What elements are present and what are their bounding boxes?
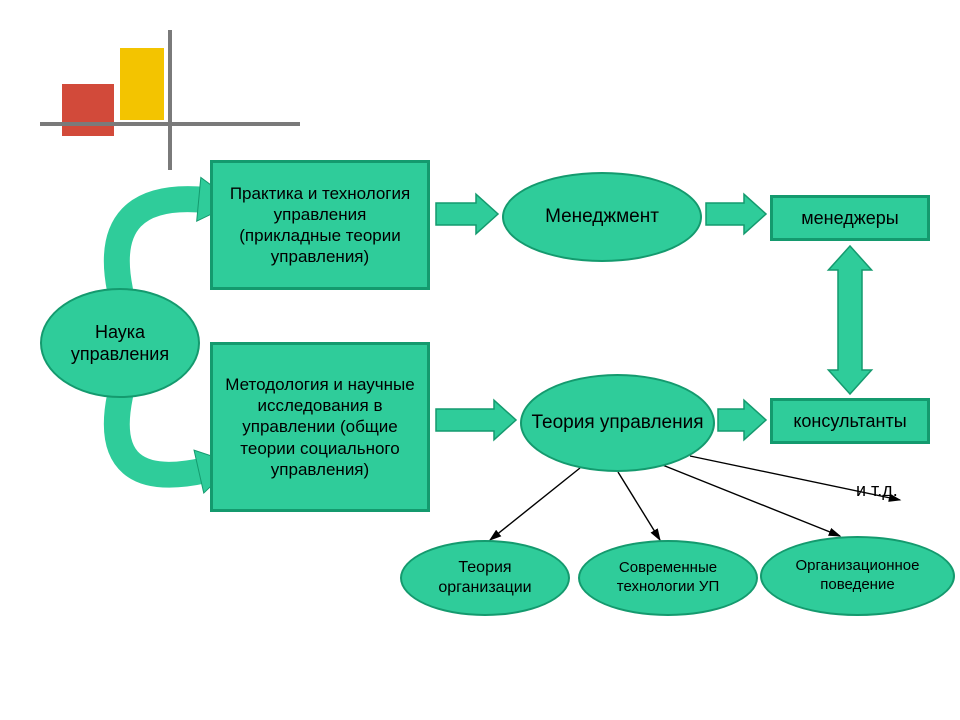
node-managers: менеджеры — [770, 195, 930, 241]
node-managers-label: менеджеры — [801, 207, 898, 230]
science-to-methodology — [117, 396, 206, 475]
node-methodology-label: Методология и научные исследования в упр… — [221, 374, 419, 480]
node-management: Менеджмент — [502, 172, 702, 262]
node-modern_tech-label: Современные технологии УП — [588, 559, 748, 597]
theory-to-orgtheory — [490, 468, 580, 540]
node-management-label: Менеджмент — [545, 205, 659, 229]
science-to-practice — [117, 199, 206, 290]
node-practice-label: Практика и технология управления (прикла… — [221, 183, 419, 268]
diagram-canvas: Наука управления Практика и технология уп… — [0, 0, 960, 720]
node-methodology: Методология и научные исследования в упр… — [210, 342, 430, 512]
node-theory: Теория управления — [520, 374, 715, 472]
node-modern_tech: Современные технологии УП — [578, 540, 758, 616]
node-org_theory: Теория организации — [400, 540, 570, 616]
node-org_behavior-label: Организационное поведение — [770, 557, 945, 595]
methodology-to-theory — [436, 400, 516, 440]
node-org_behavior: Организационное поведение — [760, 536, 955, 616]
node-science: Наука управления — [40, 288, 200, 398]
node-science-label: Наука управления — [50, 321, 190, 366]
node-practice: Практика и технология управления (прикла… — [210, 160, 430, 290]
node-consultants: консультанты — [770, 398, 930, 444]
theory-to-consultants — [718, 400, 766, 440]
theory-to-moderntech — [618, 472, 660, 540]
node-org_theory-label: Теория организации — [410, 558, 560, 598]
node-theory-label: Теория управления — [531, 411, 703, 435]
theory-to-orgbehavior — [660, 464, 840, 536]
node-consultants-label: консультанты — [793, 410, 906, 433]
practice-to-management — [436, 194, 498, 234]
label-etc: и т.д. — [856, 480, 898, 501]
management-to-managers — [706, 194, 766, 234]
managers-consultants — [828, 246, 871, 394]
